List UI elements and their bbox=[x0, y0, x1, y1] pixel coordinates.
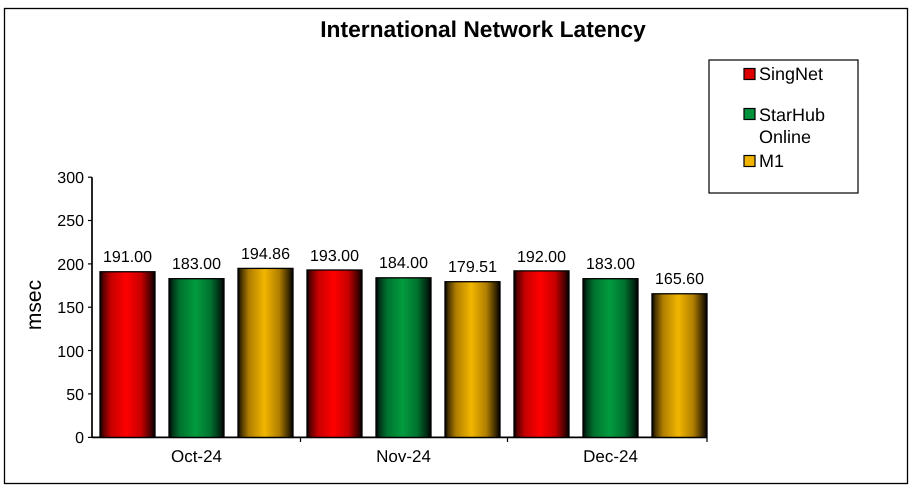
svg-text:Online: Online bbox=[759, 127, 811, 147]
svg-text:179.51: 179.51 bbox=[448, 259, 497, 276]
svg-text:184.00: 184.00 bbox=[379, 255, 428, 272]
svg-text:150: 150 bbox=[57, 300, 84, 317]
svg-text:50: 50 bbox=[66, 387, 84, 404]
svg-text:StarHub: StarHub bbox=[759, 105, 825, 125]
svg-text:Nov-24: Nov-24 bbox=[376, 447, 431, 466]
svg-text:191.00: 191.00 bbox=[103, 249, 152, 266]
svg-text:193.00: 193.00 bbox=[310, 248, 359, 265]
svg-text:M1: M1 bbox=[759, 151, 784, 171]
svg-text:International Network Latency: International Network Latency bbox=[320, 16, 646, 42]
svg-text:200: 200 bbox=[57, 257, 84, 274]
svg-text:Dec-24: Dec-24 bbox=[583, 447, 638, 466]
svg-text:250: 250 bbox=[57, 213, 84, 230]
svg-text:Oct-24: Oct-24 bbox=[171, 447, 222, 466]
svg-text:0: 0 bbox=[75, 430, 84, 447]
svg-text:SingNet: SingNet bbox=[759, 64, 823, 84]
svg-text:300: 300 bbox=[57, 170, 84, 187]
svg-text:100: 100 bbox=[57, 344, 84, 361]
svg-text:183.00: 183.00 bbox=[586, 256, 635, 273]
svg-text:194.86: 194.86 bbox=[241, 246, 290, 263]
svg-text:165.60: 165.60 bbox=[655, 271, 704, 288]
svg-text:183.00: 183.00 bbox=[172, 256, 221, 273]
svg-text:192.00: 192.00 bbox=[517, 249, 566, 266]
